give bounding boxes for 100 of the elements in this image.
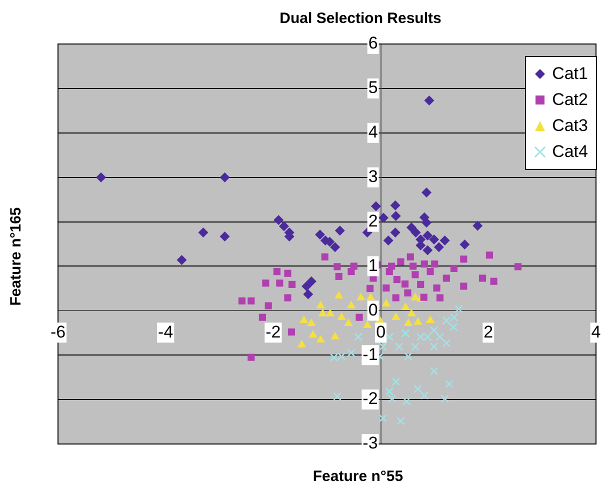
point (450, 264, 458, 272)
point (402, 397, 411, 406)
y-tick-label: 0 (368, 300, 378, 320)
point (382, 284, 390, 292)
point (300, 315, 308, 323)
point (426, 315, 435, 323)
point (430, 366, 438, 376)
point (288, 328, 296, 336)
point (326, 308, 335, 316)
point (388, 262, 396, 270)
point (316, 335, 325, 342)
point (337, 312, 346, 320)
point (273, 268, 280, 276)
point (442, 338, 451, 348)
point (420, 260, 428, 268)
point (264, 302, 272, 310)
point (370, 201, 381, 212)
point (424, 95, 434, 106)
point (297, 340, 306, 348)
point (347, 348, 356, 358)
point (390, 200, 400, 210)
point (422, 187, 432, 198)
point (284, 294, 292, 302)
point (334, 263, 341, 270)
point (436, 332, 444, 342)
y-axis-title: Feature n°165 (8, 206, 24, 308)
point (401, 280, 409, 288)
point (306, 276, 316, 286)
point (401, 302, 410, 310)
point (278, 221, 289, 232)
point (440, 235, 450, 246)
point (404, 318, 413, 326)
point (321, 253, 328, 260)
point (434, 242, 444, 252)
point (423, 332, 432, 342)
point (422, 230, 433, 241)
point (412, 271, 419, 278)
point (411, 342, 420, 351)
point (350, 262, 358, 270)
point (406, 222, 416, 233)
y-tick-label: 6 (368, 34, 378, 53)
point (390, 211, 401, 221)
point (276, 280, 284, 287)
point (303, 289, 314, 300)
y-tick-label: -2 (362, 389, 378, 408)
point (315, 230, 326, 240)
point (316, 300, 325, 308)
point (220, 172, 230, 182)
point (318, 308, 328, 316)
point (248, 354, 255, 361)
x-tick-label: 2 (484, 322, 494, 342)
point (392, 378, 400, 386)
point (392, 312, 400, 320)
y-tick-label: 1 (368, 256, 378, 275)
point (410, 262, 417, 270)
point (478, 274, 486, 282)
point (433, 284, 440, 292)
point (344, 318, 353, 326)
point (426, 268, 434, 276)
point (420, 391, 429, 400)
point (96, 172, 106, 182)
point (404, 352, 412, 361)
point (414, 384, 422, 394)
point (486, 252, 494, 259)
point (472, 220, 483, 231)
point (333, 392, 342, 401)
point (397, 258, 404, 266)
y-tick-label: -3 (362, 434, 378, 453)
point (366, 292, 375, 300)
point (356, 292, 366, 300)
point (308, 330, 318, 338)
point (422, 245, 433, 256)
point (330, 242, 340, 252)
point (390, 227, 400, 238)
point (393, 276, 400, 284)
point (274, 215, 284, 225)
point (330, 332, 340, 340)
point (284, 270, 292, 277)
point (429, 234, 440, 245)
point (330, 353, 338, 362)
point (442, 274, 450, 282)
x-axis-title: Feature n°55 (312, 468, 404, 485)
legend-label: Cat4 (552, 141, 588, 163)
x-tick-label: -2 (266, 322, 281, 342)
point (288, 280, 296, 288)
x-tick-label: 4 (591, 322, 601, 342)
point (401, 329, 410, 338)
point (302, 281, 312, 292)
point (416, 332, 425, 342)
point (220, 231, 230, 242)
y-tick-label: -1 (362, 344, 378, 364)
point (307, 318, 316, 326)
legend-label: Cat1 (552, 63, 588, 85)
point (262, 280, 270, 287)
point (392, 294, 400, 302)
point (414, 317, 422, 325)
point (335, 272, 342, 280)
y-tick-label: 4 (368, 122, 378, 142)
legend-label: Cat2 (552, 89, 588, 111)
point (334, 226, 345, 236)
